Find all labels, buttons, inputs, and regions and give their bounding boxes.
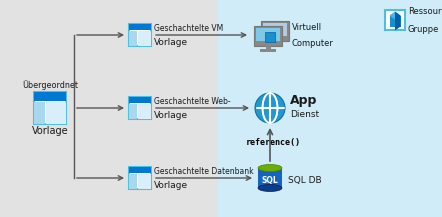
Text: SQL: SQL	[262, 176, 278, 184]
Text: SQL DB: SQL DB	[288, 176, 322, 184]
Bar	[34, 92, 66, 101]
Bar	[34, 92, 66, 124]
Bar	[46, 102, 66, 124]
Bar	[129, 97, 151, 119]
Text: Vorlage: Vorlage	[154, 181, 188, 190]
Bar	[34, 102, 45, 124]
Text: Dienst: Dienst	[290, 110, 319, 119]
Text: Vorlage: Vorlage	[32, 126, 69, 136]
Polygon shape	[389, 12, 400, 20]
Bar	[389, 15, 400, 26]
Bar	[0, 0, 218, 217]
Text: Computer: Computer	[292, 39, 334, 48]
Bar	[266, 45, 271, 49]
Text: Virtuell: Virtuell	[292, 23, 322, 32]
Text: Geschachtelte Datenbank: Geschachtelte Datenbank	[154, 167, 254, 176]
Bar	[129, 97, 151, 103]
Bar	[218, 0, 442, 217]
Bar	[138, 174, 151, 189]
Bar	[129, 24, 151, 46]
Text: Übergeordnet: Übergeordnet	[22, 80, 78, 90]
Text: Geschachtelte VM: Geschachtelte VM	[154, 24, 223, 33]
Bar	[260, 49, 276, 51]
Bar	[138, 104, 151, 119]
Ellipse shape	[258, 164, 282, 171]
Polygon shape	[395, 12, 400, 31]
Text: Geschachtelte Web-: Geschachtelte Web-	[154, 97, 231, 106]
FancyBboxPatch shape	[254, 26, 282, 46]
Bar	[258, 168, 282, 188]
Bar	[129, 31, 137, 46]
Ellipse shape	[258, 184, 282, 191]
Text: Gruppe: Gruppe	[408, 25, 439, 34]
Bar	[129, 167, 151, 189]
Text: Ressource: Ressource	[408, 7, 442, 16]
Bar	[385, 10, 405, 30]
Bar	[129, 104, 137, 119]
Text: reference(): reference()	[246, 138, 301, 148]
Bar	[138, 31, 151, 46]
Bar	[129, 174, 137, 189]
Circle shape	[255, 93, 285, 123]
Bar	[129, 167, 151, 173]
Bar	[265, 32, 275, 42]
Bar	[256, 28, 280, 41]
Text: Vorlage: Vorlage	[154, 38, 188, 47]
Text: Vorlage: Vorlage	[154, 111, 188, 120]
FancyBboxPatch shape	[261, 21, 289, 41]
Bar	[263, 23, 287, 36]
Text: App: App	[290, 94, 317, 107]
Bar	[129, 24, 151, 30]
